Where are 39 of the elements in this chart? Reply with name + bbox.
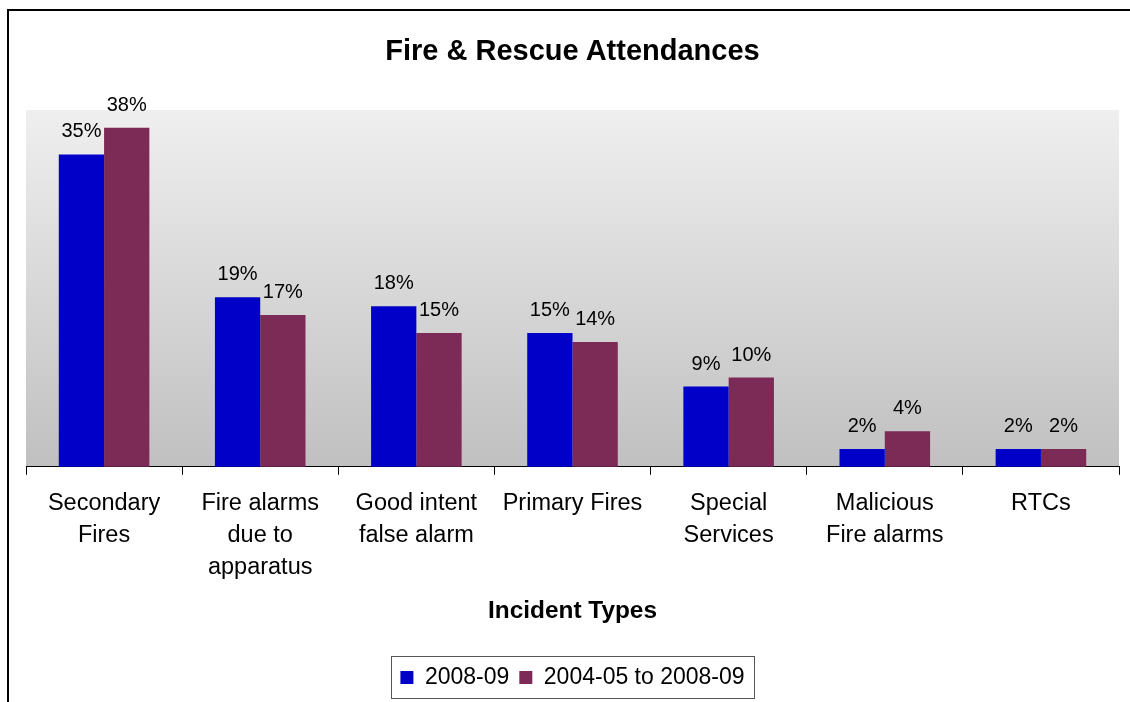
data-label: 2%	[1003, 413, 1033, 436]
bar	[214, 297, 261, 467]
bar	[884, 431, 931, 467]
data-label: 2%	[1049, 413, 1079, 436]
x-tick-label: Primary Fires	[502, 489, 643, 516]
bar	[58, 154, 105, 467]
x-axis-title: Incident Types	[488, 596, 657, 624]
data-label: 4%	[892, 396, 923, 419]
data-label: 2%	[847, 413, 877, 436]
bar	[572, 341, 618, 467]
x-tick-label: Fire alarms due to apparatus	[201, 489, 319, 580]
bar	[995, 448, 1041, 467]
legend-label: 2004-05 to 2008-09	[543, 662, 745, 689]
x-tick-label: Malicious Fire alarms	[826, 489, 944, 548]
data-label: 14%	[575, 306, 616, 329]
bar	[728, 377, 774, 467]
data-label: 17%	[262, 280, 304, 303]
data-label: 38%	[106, 92, 147, 115]
bar	[104, 127, 150, 467]
data-label: 18%	[373, 271, 414, 294]
data-label: 15%	[418, 297, 460, 320]
data-label: 35%	[61, 119, 102, 142]
data-label: 19%	[217, 262, 258, 285]
data-label: 15%	[529, 297, 571, 320]
bar	[416, 332, 462, 467]
bar	[260, 315, 306, 467]
x-tick-label: RTCs	[1011, 489, 1071, 516]
chart-title: Fire & Rescue Attendances	[385, 34, 760, 67]
bar	[683, 386, 729, 467]
bar	[839, 448, 885, 467]
bar	[371, 306, 417, 467]
data-label: 10%	[731, 342, 772, 365]
bar	[1040, 448, 1087, 467]
legend-label: 2008-09	[424, 662, 510, 689]
data-label: 9%	[691, 351, 721, 374]
x-tick-label: Good intent false alarm	[355, 489, 478, 548]
x-tick-label: Special Services	[683, 489, 774, 548]
x-tick-label: Secondary Fires	[47, 489, 161, 548]
bar	[527, 332, 573, 467]
